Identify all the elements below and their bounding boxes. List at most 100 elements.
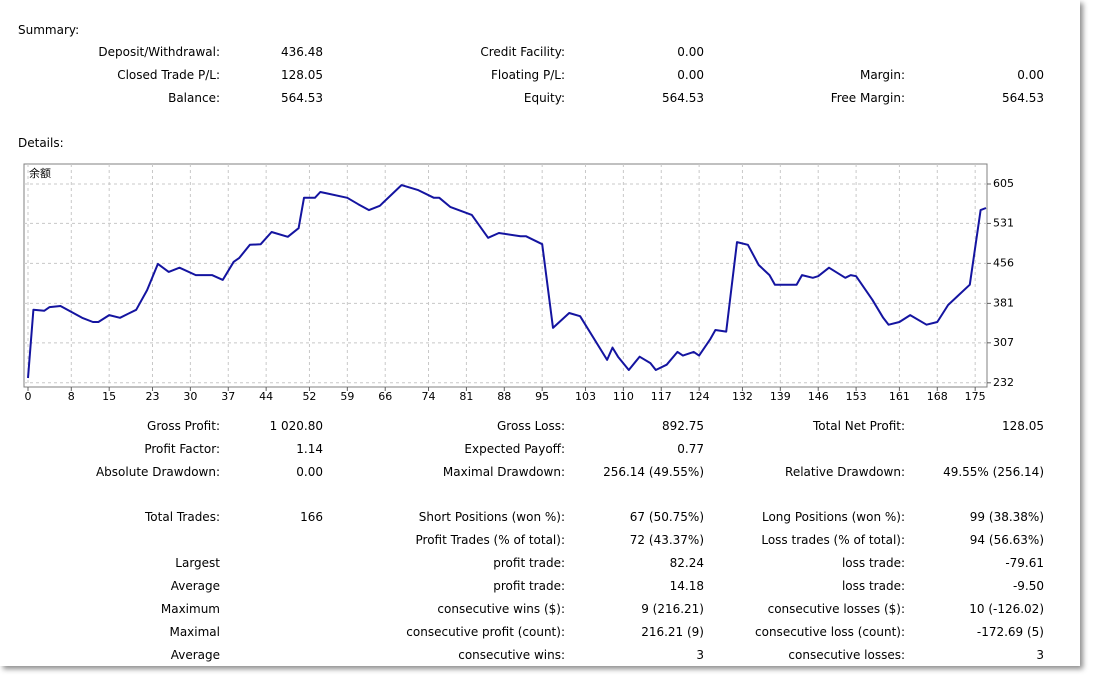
field-label: Equity: [523,91,565,105]
field-value: 892.75 [662,419,704,433]
x-tick-label: 8 [68,390,75,403]
field-value: 128.05 [1002,419,1044,433]
field-value: 564.53 [281,91,323,105]
field-label: Loss trades (% of total): [761,533,905,547]
y-tick-label: 232 [993,376,1014,389]
field-value: 166 [300,510,323,524]
field-value: 99 (38.38%) [969,510,1044,524]
field-label: Short Positions (won %): [418,510,565,524]
field-value: 256.14 (49.55%) [603,465,704,479]
field-label: Average [170,648,220,662]
y-tick-label: 531 [993,216,1014,229]
x-tick-label: 161 [889,390,910,403]
x-tick-label: 124 [689,390,710,403]
field-value: -9.50 [1012,579,1044,593]
field-value: 564.53 [1002,91,1044,105]
field-label: Total Trades: [145,510,220,524]
field-label: loss trade: [841,556,905,570]
balance-line [27,184,987,379]
x-tick-label: 132 [732,390,753,403]
x-tick-label: 168 [927,390,948,403]
x-tick-label: 0 [25,390,32,403]
field-label: Deposit/Withdrawal: [98,45,220,59]
field-label: Relative Drawdown: [785,465,905,479]
field-value: 1.14 [296,442,323,456]
field-label: consecutive profit (count): [406,625,565,639]
field-value: 14.18 [669,579,704,593]
field-label: Gross Loss: [497,419,565,433]
field-label: Maximal [169,625,220,639]
x-tick-label: 153 [846,390,867,403]
x-tick-label: 81 [459,390,473,403]
field-label: Profit Trades (% of total): [415,533,565,547]
field-label: Free Margin: [830,91,905,105]
field-label: Profit Factor: [144,442,220,456]
x-tick-label: 30 [183,390,197,403]
field-value: 72 (43.37%) [629,533,704,547]
x-tick-label: 74 [422,390,436,403]
field-value: 1 020.80 [269,419,323,433]
field-label: Total Net Profit: [812,419,905,433]
field-value: 49.55% (256.14) [943,465,1044,479]
field-label: Credit Facility: [480,45,565,59]
field-label: consecutive wins ($): [437,602,565,616]
field-value: 3 [1036,648,1044,662]
field-label: consecutive losses ($): [767,602,905,616]
field-label: Maximal Drawdown: [442,465,565,479]
field-label: Absolute Drawdown: [95,465,220,479]
field-value: 3 [696,648,704,662]
field-label: Largest [175,556,220,570]
x-tick-label: 52 [302,390,316,403]
y-tick-label: 381 [993,296,1014,309]
field-label: profit trade: [493,579,565,593]
field-value: 0.00 [677,45,704,59]
field-label: Average [170,579,220,593]
field-value: -79.61 [1005,556,1044,570]
field-label: consecutive wins: [458,648,565,662]
field-label: loss trade: [841,579,905,593]
field-value: 0.00 [677,68,704,82]
details-title: Details: [18,136,64,150]
field-value: 94 (56.63%) [969,533,1044,547]
x-tick-label: 59 [340,390,354,403]
field-value: 564.53 [662,91,704,105]
field-value: 216.21 (9) [641,625,704,639]
field-value: 128.05 [281,68,323,82]
field-value: 0.00 [1017,68,1044,82]
x-tick-label: 15 [102,390,116,403]
y-tick-label: 456 [993,256,1014,269]
x-tick-label: 103 [575,390,596,403]
field-label: Long Positions (won %): [761,510,905,524]
field-value: 9 (216.21) [641,602,704,616]
x-tick-label: 66 [378,390,392,403]
field-label: Gross Profit: [147,419,220,433]
field-label: Maximum [160,602,220,616]
x-tick-label: 88 [497,390,511,403]
x-tick-label: 37 [221,390,235,403]
x-tick-label: 139 [770,390,791,403]
x-tick-label: 44 [259,390,273,403]
x-tick-label: 117 [651,390,672,403]
field-label: Balance: [168,91,220,105]
balance-chart: 605 531 456 381 307 232 0 8 15 23 30 37 44 52 59 66 74 81… [23,163,1014,403]
y-tick-label: 605 [993,177,1014,190]
field-value: 0.00 [296,465,323,479]
report-panel: Summary: Details: 605 531 456 381 307 232 0 8 15… [18,23,1044,662]
field-value: 436.48 [281,45,323,59]
field-label: Closed Trade P/L: [117,68,220,82]
field-value: 67 (50.75%) [629,510,704,524]
field-value: -172.69 (5) [976,625,1044,639]
field-label: Expected Payoff: [464,442,565,456]
field-label: Margin: [859,68,905,82]
plot-area [23,163,988,388]
summary-title: Summary: [18,23,80,37]
y-tick-label: 307 [993,336,1014,349]
x-tick-label: 175 [965,390,986,403]
field-label: consecutive loss (count): [755,625,905,639]
field-label: profit trade: [493,556,565,570]
x-tick-label: 23 [145,390,159,403]
field-value: 0.77 [677,442,704,456]
x-tick-label: 146 [808,390,829,403]
x-tick-label: 110 [613,390,634,403]
